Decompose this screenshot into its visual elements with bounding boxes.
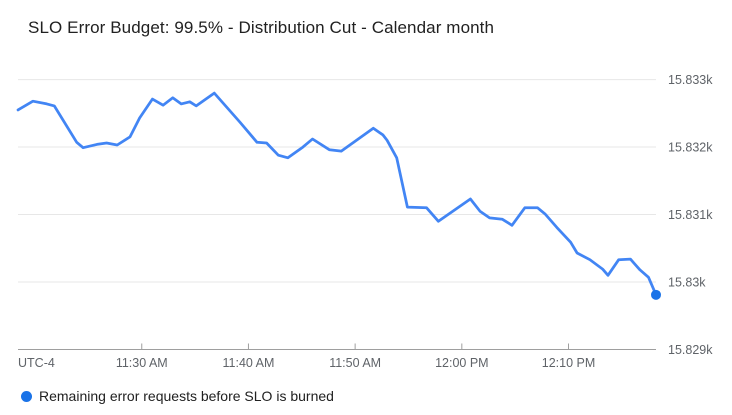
- legend-series-marker-icon: [21, 390, 32, 402]
- y-axis-tick-label: 15.829k: [668, 343, 713, 357]
- timezone-label: UTC-4: [18, 356, 55, 370]
- y-axis-tick-label: 15.832k: [668, 141, 713, 155]
- x-axis-tick-label: 11:40 AM: [223, 356, 275, 370]
- series-end-dot: [651, 289, 661, 300]
- x-axis-tick-label: 11:30 AM: [116, 356, 168, 370]
- series-line: [16, 91, 658, 297]
- y-axis-tick-label: 15.833k: [668, 73, 713, 87]
- chart-legend: Remaining error requests before SLO is b…: [21, 388, 334, 404]
- y-axis-tick-label: 15.831k: [668, 208, 713, 222]
- legend-series-label: Remaining error requests before SLO is b…: [39, 388, 334, 404]
- x-axis-tick-label: 12:00 PM: [435, 356, 489, 370]
- chart-title: SLO Error Budget: 99.5% - Distribution C…: [28, 18, 495, 37]
- x-axis-tick-label: 12:10 PM: [542, 356, 596, 370]
- x-axis-tick-label: 11:50 AM: [329, 356, 381, 370]
- y-axis-tick-label: 15.83k: [668, 276, 706, 290]
